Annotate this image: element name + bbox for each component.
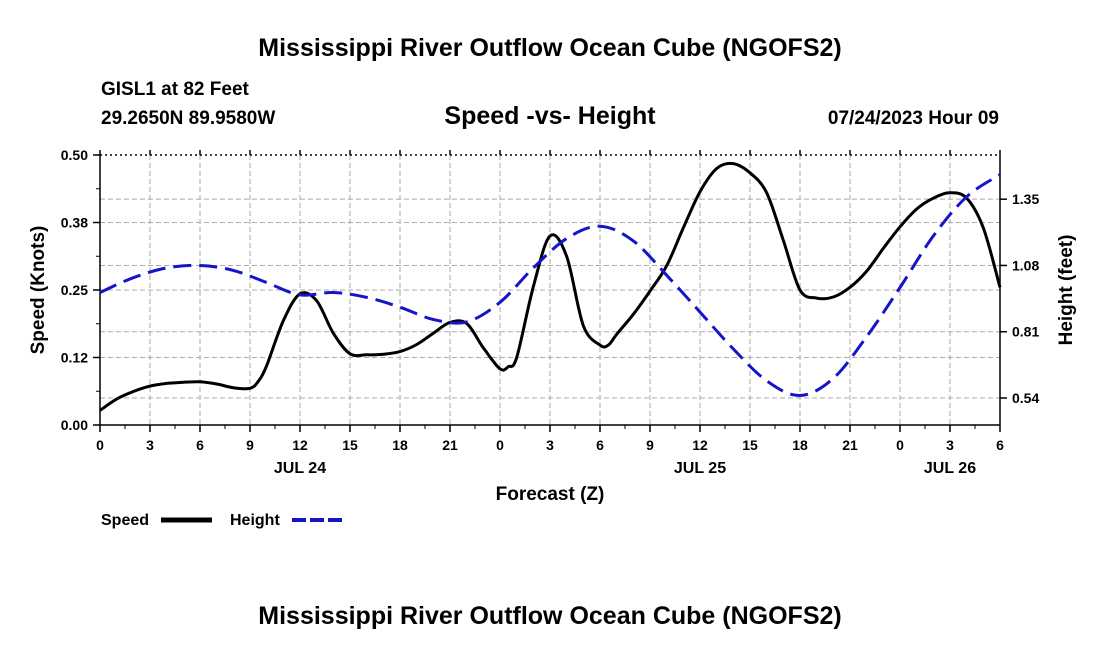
x-tick-label: 12 bbox=[692, 437, 708, 453]
y-axis-right-title: Height (feet) bbox=[1056, 235, 1077, 346]
y-left-tick-label: 0.50 bbox=[61, 147, 88, 163]
x-tick-label: 3 bbox=[946, 437, 954, 453]
y-left-tick-label: 0.00 bbox=[61, 417, 88, 433]
legend-height-label: Height bbox=[230, 512, 280, 529]
x-tick-label: 6 bbox=[596, 437, 604, 453]
x-tick-label: 0 bbox=[896, 437, 904, 453]
x-tick-label: 21 bbox=[442, 437, 458, 453]
chart-axes: 0 3 6 9 12 15 18 21 0 3 6 9 12 15 18 21 0 3 6 JUL 24 JUL 25 J… bbox=[61, 147, 1040, 477]
forecast-datetime: 07/24/2023 Hour 09 bbox=[828, 108, 999, 129]
y-axis-left-title: Speed (Knots) bbox=[28, 226, 49, 355]
x-tick-label: 9 bbox=[646, 437, 654, 453]
x-axis-title: Forecast (Z) bbox=[496, 484, 605, 505]
x-tick-label: 0 bbox=[496, 437, 504, 453]
x-day-label: JUL 26 bbox=[924, 460, 976, 477]
x-day-label: JUL 24 bbox=[274, 460, 326, 477]
x-tick-label: 6 bbox=[196, 437, 204, 453]
y-right-tick-label: 0.54 bbox=[1012, 390, 1039, 406]
series-line-height bbox=[99, 173, 1001, 398]
x-tick-label: 3 bbox=[146, 437, 154, 453]
chart-series bbox=[99, 161, 1002, 412]
y-right-tick-label: 1.08 bbox=[1012, 257, 1039, 273]
x-day-label: JUL 25 bbox=[674, 460, 726, 477]
y-right-tick-label: 1.35 bbox=[1012, 191, 1039, 207]
chart-subtitle: Speed -vs- Height bbox=[444, 102, 656, 130]
legend-speed-label: Speed bbox=[101, 512, 149, 529]
series-line-speed bbox=[99, 161, 1002, 412]
footer-title: Mississippi River Outflow Ocean Cube (NG… bbox=[258, 602, 841, 630]
station-label: GISL1 at 82 Feet bbox=[101, 79, 250, 100]
x-tick-label: 0 bbox=[96, 437, 104, 453]
x-tick-label: 3 bbox=[546, 437, 554, 453]
legend: Speed Height bbox=[101, 512, 343, 529]
x-tick-label: 6 bbox=[996, 437, 1004, 453]
grid-lines bbox=[100, 155, 1000, 425]
x-tick-label: 18 bbox=[392, 437, 408, 453]
x-tick-label: 15 bbox=[742, 437, 758, 453]
x-tick-label: 15 bbox=[342, 437, 358, 453]
x-tick-label: 21 bbox=[842, 437, 858, 453]
chart-main-title: Mississippi River Outflow Ocean Cube (NG… bbox=[258, 34, 841, 62]
x-tick-label: 9 bbox=[246, 437, 254, 453]
y-right-tick-label: 0.81 bbox=[1012, 324, 1039, 340]
y-left-tick-label: 0.12 bbox=[61, 350, 88, 366]
y-left-tick-label: 0.38 bbox=[61, 215, 88, 231]
y-left-tick-label: 0.25 bbox=[61, 282, 88, 298]
x-tick-label: 18 bbox=[792, 437, 808, 453]
station-coordinates: 29.2650N 89.9580W bbox=[101, 108, 275, 129]
x-tick-label: 12 bbox=[292, 437, 308, 453]
